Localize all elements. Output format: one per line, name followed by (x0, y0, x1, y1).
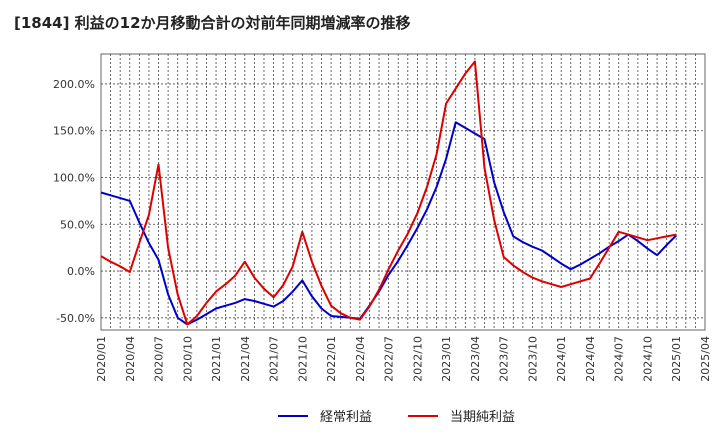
x-tick-label: 2023/04 (469, 336, 482, 382)
x-tick-label: 2020/07 (153, 336, 166, 382)
x-tick-label: 2023/10 (526, 336, 539, 382)
series-line-1 (100, 121, 677, 326)
x-tick-label: 2021/10 (296, 336, 309, 382)
x-tick-label: 2024/10 (641, 336, 654, 382)
series-line-2 (100, 60, 677, 326)
y-tick-label: 150.0% (53, 125, 95, 138)
y-tick-label: 200.0% (53, 78, 95, 91)
plot-area (100, 53, 706, 331)
legend-label-2: 当期純利益 (450, 410, 515, 425)
x-axis: 2020/01 2020/04 2020/07 2020/10 2021/01 2021/… (95, 336, 712, 382)
x-tick-label: 2022/04 (354, 336, 367, 382)
x-tick-label: 2020/01 (95, 336, 108, 382)
chart-title: [1844] 利益の12か月移動合計の対前年同期増減率の推移 (14, 14, 411, 32)
x-tick-label: 2020/04 (124, 336, 137, 382)
x-tick-label: 2023/01 (440, 336, 453, 382)
x-tick-label: 2024/07 (613, 336, 626, 382)
x-tick-label: 2024/01 (555, 336, 568, 382)
y-axis: -50.0% 0.0% 50.0% 100.0% 150.0% 200.0% (53, 78, 95, 325)
x-tick-label: 2023/07 (498, 336, 511, 382)
y-tick-label: 50.0% (60, 218, 95, 231)
x-tick-label: 2025/04 (699, 336, 712, 382)
x-tick-label: 2022/10 (411, 336, 424, 382)
x-tick-label: 2021/04 (239, 336, 252, 382)
x-tick-label: 2020/10 (181, 336, 194, 382)
y-tick-label: -50.0% (56, 312, 95, 325)
y-tick-label: 0.0% (67, 265, 95, 278)
x-tick-label: 2022/01 (325, 336, 338, 382)
x-tick-label: 2021/07 (268, 336, 281, 382)
x-tick-label: 2024/04 (584, 336, 597, 382)
x-tick-label: 2021/01 (210, 336, 223, 382)
y-tick-label: 100.0% (53, 171, 95, 184)
x-tick-label: 2022/07 (383, 336, 396, 382)
legend: 経常利益 当期純利益 (278, 410, 515, 425)
legend-label-1: 経常利益 (320, 410, 372, 425)
grid (101, 54, 705, 330)
series-lines (100, 60, 677, 326)
x-tick-label: 2025/01 (670, 336, 683, 382)
